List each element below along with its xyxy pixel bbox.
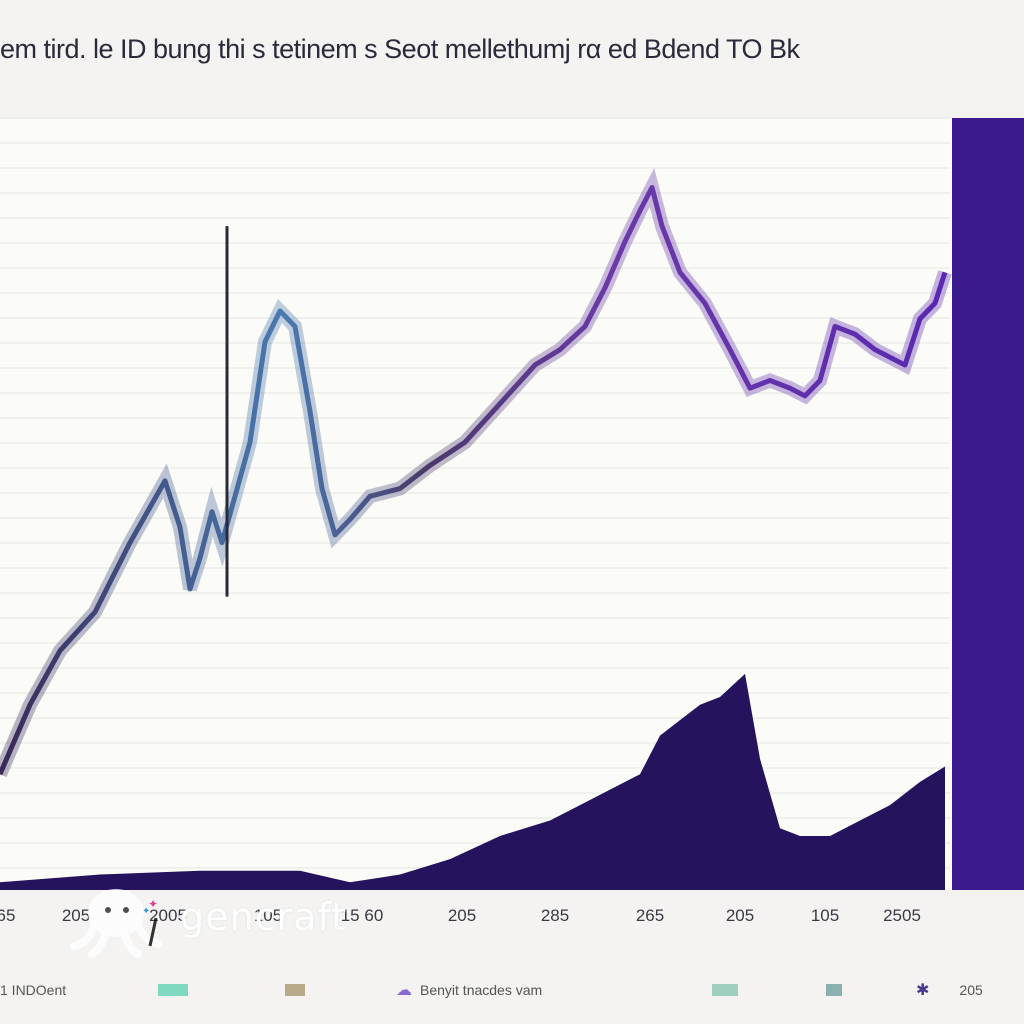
- legend-item: [285, 975, 305, 1005]
- legend-item: [712, 975, 738, 1005]
- x-tick-label: 65: [0, 906, 16, 925]
- x-tick-label: 105: [253, 906, 283, 925]
- watermark-text: gencraft: [180, 895, 347, 939]
- legend-swatch: [712, 984, 738, 996]
- x-tick-label: 2005: [149, 906, 187, 925]
- right-bar: [952, 118, 1024, 890]
- x-tick-label: 205: [61, 906, 91, 925]
- x-tick-label: 265: [635, 906, 665, 925]
- legend-label: 1 INDOent: [0, 982, 67, 998]
- legend-label: 205: [959, 982, 983, 998]
- svg-text:✦: ✦: [142, 906, 150, 917]
- legend-item: 1 INDOent: [0, 975, 66, 1005]
- grid-lines: [0, 117, 950, 869]
- legend-swatch: [826, 984, 842, 996]
- x-tick-label: 285: [540, 906, 570, 925]
- legend-swatch: [285, 984, 305, 996]
- legend-label: Benyit tnacdes vam: [420, 982, 543, 998]
- x-tick-label: 205: [725, 906, 755, 925]
- legend: 1 INDOent ☁ Benyit tnacdes vam ✱ 205: [0, 975, 1024, 1005]
- legend-icon: ☁: [396, 982, 412, 999]
- legend-icon: ✱: [916, 982, 930, 999]
- x-tick-label: 15 60: [340, 906, 384, 925]
- price-line-band: [0, 168, 952, 777]
- gencraft-logo: ✦ ✦: [66, 878, 366, 958]
- legend-item: [158, 975, 188, 1005]
- x-tick-label: 105: [810, 906, 840, 925]
- legend-item: [826, 975, 842, 1005]
- price-line: [0, 184, 948, 776]
- legend-swatch: [158, 984, 188, 996]
- chart-title: em tird. le ID bung thi s tetinem s Seot…: [0, 34, 800, 64]
- legend-item: ☁ Benyit tnacdes vam: [396, 975, 542, 1005]
- chart-marks: [0, 118, 1024, 890]
- x-tick-label: 205: [447, 906, 477, 925]
- volume-area: [0, 673, 945, 890]
- svg-text:✦: ✦: [148, 897, 158, 911]
- x-tick-label: 2505: [883, 906, 921, 925]
- legend-item: ✱ 205: [916, 975, 983, 1005]
